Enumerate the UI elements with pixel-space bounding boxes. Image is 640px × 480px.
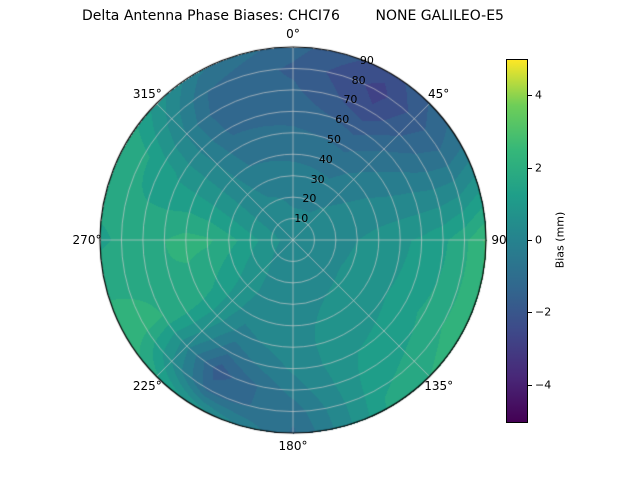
r-tick-label: 50 (327, 133, 342, 147)
r-tick-label: 10 (294, 212, 309, 226)
r-tick-label: 90 (359, 53, 374, 67)
theta-tick-label: 0° (286, 27, 300, 41)
colorbar-tick-label: −2 (535, 305, 552, 319)
colorbar-tick-mark (528, 240, 532, 241)
theta-tick-label: 45° (428, 87, 450, 102)
r-tick-label: 30 (310, 172, 325, 186)
r-tick-label: 40 (318, 152, 333, 166)
theta-tick-label: 180° (278, 439, 308, 453)
colorbar-axis-label: Bias (mm) (553, 211, 567, 269)
theta-tick-label: 315° (132, 87, 162, 102)
colorbar-tick-mark (528, 167, 532, 169)
r-tick-label: 60 (335, 113, 350, 127)
theta-tick-label: 135° (424, 378, 454, 393)
colorbar-tick-mark (528, 384, 532, 386)
colorbar-tick-label: 4 (535, 88, 542, 102)
colorbar-tick-label: 0 (535, 233, 542, 247)
colorbar-tick-label: −4 (535, 378, 552, 392)
r-tick-label: 70 (343, 93, 358, 107)
theta-tick-label: 270° (72, 233, 102, 247)
r-tick-label: 80 (351, 73, 366, 87)
chart-title: Delta Antenna Phase Biases: CHCI76 NONE … (82, 8, 504, 24)
theta-tick-label: 90 (491, 233, 507, 247)
colorbar-tick-label: 2 (535, 161, 542, 175)
theta-tick-label: 225° (132, 378, 162, 393)
colorbar-tick-mark (528, 95, 532, 97)
r-tick-label: 20 (302, 192, 317, 206)
colorbar-tick-mark (528, 312, 532, 314)
colorbar (506, 59, 528, 423)
